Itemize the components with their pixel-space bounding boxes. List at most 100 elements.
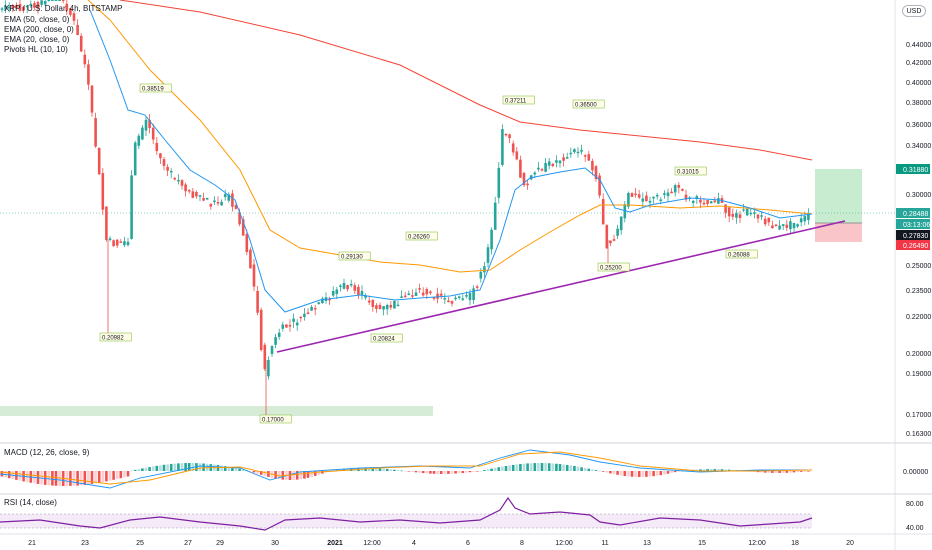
candle[interactable] xyxy=(54,0,58,1)
candle[interactable] xyxy=(411,289,414,299)
candle[interactable] xyxy=(522,172,526,188)
candle[interactable] xyxy=(184,182,187,197)
candle[interactable] xyxy=(432,297,436,301)
ema200-line[interactable] xyxy=(119,0,813,161)
candle[interactable] xyxy=(443,293,447,305)
rsi-legend[interactable]: RSI (14, close) xyxy=(4,498,57,507)
candle[interactable] xyxy=(22,5,25,13)
candle[interactable] xyxy=(151,123,155,145)
candle[interactable] xyxy=(519,155,522,178)
candle[interactable] xyxy=(375,303,378,313)
candle[interactable] xyxy=(501,124,504,167)
candle[interactable] xyxy=(115,239,119,248)
candle[interactable] xyxy=(778,219,781,231)
candle[interactable] xyxy=(407,290,411,296)
candle[interactable] xyxy=(789,218,792,235)
candle[interactable] xyxy=(277,328,281,340)
candle[interactable] xyxy=(601,193,605,225)
candle[interactable] xyxy=(472,285,475,304)
candle[interactable] xyxy=(565,152,569,159)
candle[interactable] xyxy=(342,278,346,290)
candle[interactable] xyxy=(666,188,670,202)
candle[interactable] xyxy=(364,293,367,301)
legend-pivots[interactable]: Pivots HL (10, 10) xyxy=(4,45,68,54)
candle[interactable] xyxy=(483,262,486,278)
candle[interactable] xyxy=(774,223,778,227)
candle[interactable] xyxy=(220,199,223,206)
candle[interactable] xyxy=(177,174,180,185)
candle[interactable] xyxy=(123,236,126,248)
candle[interactable] xyxy=(760,211,763,220)
candle[interactable] xyxy=(346,284,349,292)
candle[interactable] xyxy=(429,290,432,296)
candle[interactable] xyxy=(133,140,137,176)
candle[interactable] xyxy=(353,282,357,295)
candle[interactable] xyxy=(11,3,15,13)
candle[interactable] xyxy=(540,167,544,172)
candle[interactable] xyxy=(267,356,270,380)
candle[interactable] xyxy=(310,304,313,311)
candle[interactable] xyxy=(645,191,648,202)
candle[interactable] xyxy=(573,148,576,154)
candlestick-series[interactable] xyxy=(0,0,810,420)
candle[interactable] xyxy=(400,290,403,299)
candle[interactable] xyxy=(727,206,731,223)
candle[interactable] xyxy=(767,217,771,226)
candle[interactable] xyxy=(33,1,36,10)
candle[interactable] xyxy=(436,287,439,304)
macd-legend[interactable]: MACD (12, 26, close, 9) xyxy=(4,448,90,457)
candle[interactable] xyxy=(655,192,659,200)
ema50-line[interactable] xyxy=(87,0,813,273)
candle[interactable] xyxy=(137,133,141,150)
candle[interactable] xyxy=(79,33,83,52)
candle[interactable] xyxy=(303,308,306,321)
candle[interactable] xyxy=(763,215,767,227)
candle[interactable] xyxy=(619,216,623,235)
candle[interactable] xyxy=(551,162,555,168)
candle[interactable] xyxy=(526,180,529,190)
candle[interactable] xyxy=(61,0,65,4)
candle[interactable] xyxy=(630,192,634,198)
long-position-loss-zone[interactable] xyxy=(815,223,862,242)
legend-ema200[interactable]: EMA (200, close, 0) xyxy=(4,25,74,34)
candle[interactable] xyxy=(681,188,684,192)
candle[interactable] xyxy=(709,200,713,204)
candle[interactable] xyxy=(335,286,339,300)
candle[interactable] xyxy=(447,297,450,303)
candle[interactable] xyxy=(180,179,184,190)
candle[interactable] xyxy=(69,8,72,17)
candle[interactable] xyxy=(281,321,285,332)
legend-ema20[interactable]: EMA (20, close, 0) xyxy=(4,35,70,44)
candle[interactable] xyxy=(231,189,234,212)
candle[interactable] xyxy=(36,0,40,14)
currency-badge[interactable]: USD xyxy=(902,5,926,17)
candle[interactable] xyxy=(274,334,277,349)
candle[interactable] xyxy=(0,6,4,13)
candle[interactable] xyxy=(555,155,558,168)
candle[interactable] xyxy=(587,150,591,162)
candle[interactable] xyxy=(735,209,738,224)
candle[interactable] xyxy=(547,157,551,170)
candle[interactable] xyxy=(670,188,673,194)
candle[interactable] xyxy=(641,192,645,208)
candle[interactable] xyxy=(702,198,706,206)
candle[interactable] xyxy=(288,319,292,332)
candle[interactable] xyxy=(616,224,619,240)
candle[interactable] xyxy=(76,19,79,36)
candle[interactable] xyxy=(40,0,43,8)
candle[interactable] xyxy=(583,154,587,162)
candle[interactable] xyxy=(677,181,681,194)
candle[interactable] xyxy=(223,189,227,201)
support-zone[interactable] xyxy=(0,406,433,416)
candle[interactable] xyxy=(205,197,209,201)
candle[interactable] xyxy=(198,194,202,202)
candle[interactable] xyxy=(263,342,267,371)
candle[interactable] xyxy=(216,196,220,206)
candle[interactable] xyxy=(94,112,97,148)
candle[interactable] xyxy=(673,183,677,197)
candle[interactable] xyxy=(339,284,342,292)
candle[interactable] xyxy=(558,160,562,168)
candle[interactable] xyxy=(259,307,263,352)
candle[interactable] xyxy=(256,285,259,316)
candle[interactable] xyxy=(97,147,101,175)
